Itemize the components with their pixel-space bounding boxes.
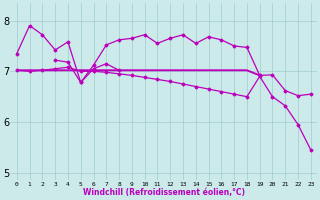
X-axis label: Windchill (Refroidissement éolien,°C): Windchill (Refroidissement éolien,°C) — [83, 188, 245, 197]
